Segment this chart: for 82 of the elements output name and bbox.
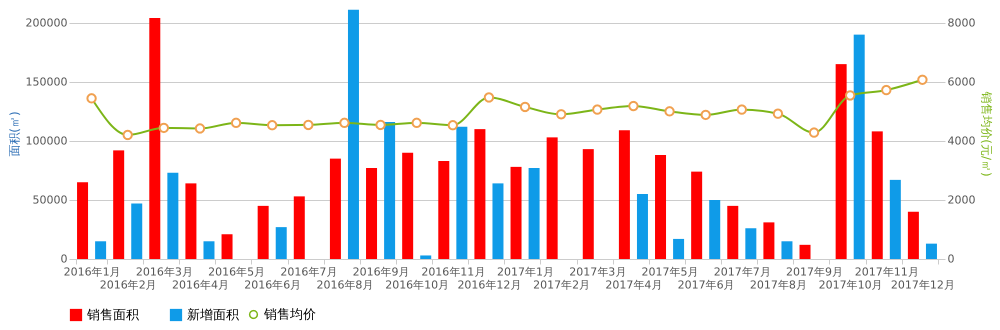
bar (203, 241, 214, 259)
bar (348, 10, 359, 259)
y-tick-label: 150000 (26, 75, 68, 88)
bar (727, 206, 738, 259)
x-tick-label: 2016年6月 (244, 278, 302, 292)
x-tick-label: 2016年12月 (457, 278, 522, 292)
bar (800, 244, 811, 259)
y2-axis-title: 销售均价(元/㎡) (979, 90, 994, 177)
bar (510, 166, 522, 259)
bar (872, 131, 883, 259)
x-tick-label: 2016年2月 (100, 278, 157, 292)
bar (294, 196, 305, 259)
bar (836, 64, 847, 259)
legend-label: 销售面积 (86, 308, 139, 323)
x-tick-label: 2016年3月 (136, 266, 193, 278)
bar (926, 244, 937, 259)
x-tick-label: 2017年2月 (533, 278, 590, 292)
x-tick-label: 2017年12月 (890, 278, 955, 292)
x-tick-label: 2017年7月 (714, 266, 771, 278)
bar (890, 180, 901, 259)
x-tick-label: 2017年11月 (854, 266, 919, 278)
bar (763, 222, 774, 259)
y2-tick-label: 0 (948, 252, 954, 266)
y-tick-label: 0 (60, 252, 68, 266)
x-tick-label: 2016年9月 (352, 266, 410, 278)
y2-tick-label: 8000 (948, 16, 976, 30)
bar (131, 203, 142, 259)
x-tick-label: 2016年8月 (316, 278, 374, 292)
bar (420, 255, 432, 259)
y-tick-label: 100000 (26, 134, 68, 148)
bar (258, 206, 269, 259)
bar (276, 227, 287, 259)
x-tick-label: 2017年6月 (678, 278, 735, 292)
bar (95, 241, 106, 259)
bar (402, 152, 414, 259)
x-tick-label: 2016年5月 (208, 266, 266, 278)
bar (474, 129, 486, 259)
x-tick-label: 2017年5月 (642, 266, 699, 278)
bar (582, 149, 594, 259)
bar (655, 155, 666, 259)
x-tick-label: 2017年9月 (786, 266, 844, 278)
bar (330, 158, 341, 259)
bar (438, 160, 450, 259)
x-tick-label: 2016年7月 (280, 266, 338, 278)
y2-tick-label: 4000 (948, 134, 976, 148)
y2-tick-label: 6000 (948, 75, 976, 88)
bar (492, 183, 504, 259)
bar (673, 238, 684, 259)
bar (528, 168, 540, 259)
bar (149, 18, 160, 259)
bar (691, 172, 702, 259)
x-tick-label: 2017年3月 (569, 266, 626, 278)
bar (618, 130, 630, 259)
bar (781, 241, 792, 259)
x-tick-label: 2017年1月 (497, 266, 554, 278)
x-tick-label: 2016年11月 (421, 266, 486, 278)
bar (636, 194, 648, 259)
bar (167, 172, 178, 259)
bar (366, 168, 378, 259)
legend-label: 新增面积 (187, 308, 239, 323)
bar (222, 234, 233, 259)
bar (546, 137, 558, 259)
x-tick-label: 2017年8月 (750, 278, 807, 292)
x-tick-label: 2016年10月 (385, 278, 450, 292)
bar (113, 150, 124, 259)
y-tick-label: 50000 (32, 193, 68, 206)
x-tick-label: 2017年4月 (605, 278, 662, 292)
bar (908, 212, 919, 259)
bar (745, 228, 756, 259)
x-tick-label: 2017年10月 (818, 278, 883, 292)
y-axis-title: 面积(㎡) (8, 111, 22, 157)
bar (185, 183, 196, 259)
x-tick-label: 2016年4月 (172, 278, 229, 292)
bar (77, 182, 88, 259)
bar (456, 126, 468, 259)
y2-tick-label: 2000 (948, 193, 976, 206)
bar (709, 200, 720, 259)
bar (384, 122, 396, 259)
x-tick-label: 2016年1月 (64, 266, 121, 278)
legend-label: 销售均价 (263, 308, 316, 322)
y-tick-label: 200000 (26, 16, 68, 30)
bar (854, 34, 865, 259)
